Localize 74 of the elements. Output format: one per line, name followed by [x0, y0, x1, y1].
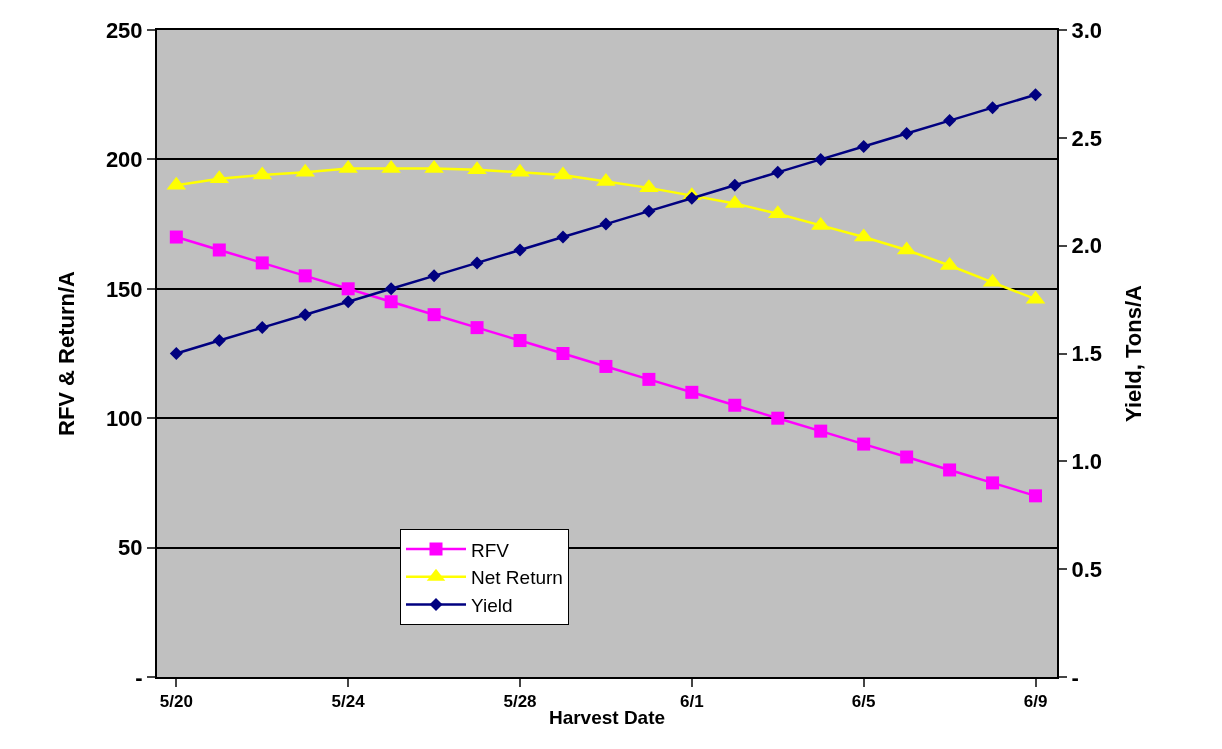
point	[814, 152, 828, 166]
y-tick-label: 50	[118, 535, 143, 561]
point	[857, 139, 871, 153]
y2-tick-label: 2.5	[1071, 125, 1102, 151]
legend-label: Yield	[471, 594, 513, 616]
y2-tick-label: 1.0	[1071, 449, 1102, 475]
x-tick-label: 6/1	[680, 692, 704, 712]
y-tick-label: 100	[105, 405, 143, 431]
point	[556, 230, 570, 244]
point	[470, 321, 484, 335]
legend-label: Net Return	[471, 567, 563, 589]
point	[384, 295, 398, 309]
y-tick-label: -	[135, 664, 143, 690]
point	[685, 385, 699, 399]
point	[900, 450, 914, 464]
point	[510, 163, 530, 177]
point	[384, 282, 398, 296]
point	[298, 308, 312, 322]
y2-tick-label: -	[1071, 664, 1079, 690]
x-tick-label: 6/5	[851, 692, 876, 712]
point	[513, 243, 527, 257]
x-tick-label: 5/28	[503, 692, 537, 712]
y2-tick-label: 2.0	[1071, 233, 1102, 259]
point	[986, 101, 1000, 115]
point	[943, 114, 957, 128]
point	[298, 269, 312, 283]
point	[427, 308, 441, 322]
point	[728, 398, 742, 412]
point	[255, 256, 269, 270]
x-axis-title: Harvest Date	[548, 706, 666, 728]
point	[381, 159, 401, 173]
point	[338, 159, 358, 173]
y2-axis-title: Yield, Tons/A	[1121, 284, 1147, 422]
point	[470, 256, 484, 270]
point	[341, 282, 355, 296]
x-tick-label: 6/9	[1023, 692, 1048, 712]
point	[728, 178, 742, 192]
y2-tick-label: 1.5	[1071, 341, 1102, 367]
y-tick-label: 200	[105, 147, 143, 173]
point	[599, 217, 613, 231]
point	[513, 334, 527, 348]
point	[599, 359, 613, 373]
y-tick-label: 250	[105, 17, 143, 43]
point	[814, 424, 828, 438]
y-axis-title: RFV & Return/A	[54, 270, 80, 436]
point	[771, 165, 785, 179]
point	[596, 172, 616, 186]
point	[642, 372, 656, 386]
point	[341, 295, 355, 309]
point	[857, 437, 871, 451]
point	[427, 269, 441, 283]
point	[212, 243, 226, 257]
point	[986, 476, 1000, 490]
point	[424, 159, 444, 173]
point	[1029, 88, 1043, 102]
point	[255, 321, 269, 335]
point	[169, 347, 183, 360]
point	[1029, 489, 1043, 503]
point	[556, 347, 570, 360]
point	[212, 334, 226, 348]
legend-label: RFV	[471, 539, 510, 561]
x-tick-label: 5/20	[159, 692, 193, 712]
point	[169, 230, 183, 244]
point	[639, 179, 659, 193]
y2-tick-label: 3.0	[1071, 17, 1102, 43]
point	[685, 191, 699, 205]
y2-tick-label: 0.5	[1071, 556, 1102, 582]
point	[943, 463, 957, 477]
point	[900, 127, 914, 141]
y-tick-label: 150	[105, 276, 143, 302]
point	[553, 166, 573, 180]
x-tick-label: 5/24	[331, 692, 366, 712]
point	[771, 411, 785, 425]
point	[642, 204, 656, 218]
